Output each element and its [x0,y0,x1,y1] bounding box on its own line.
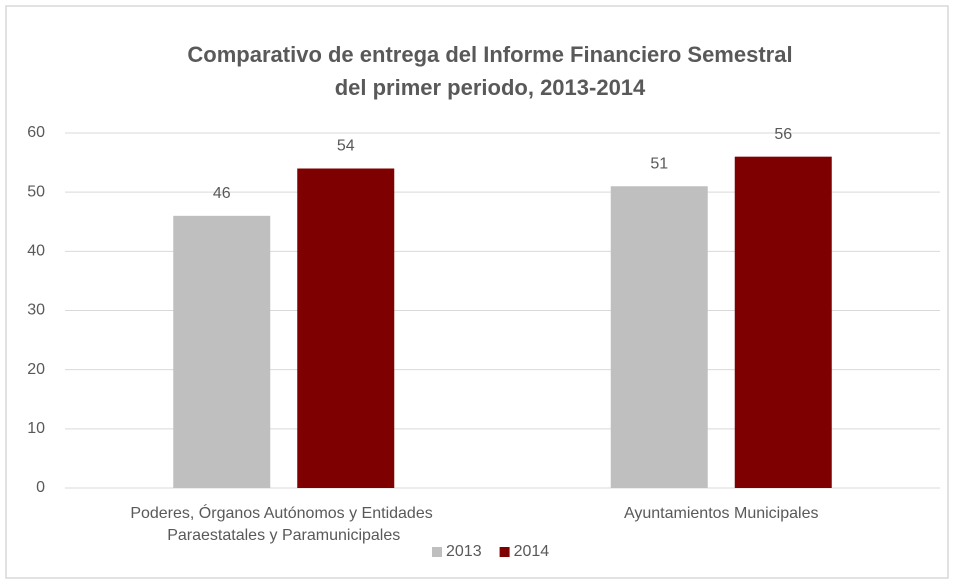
data-label: 54 [337,138,355,155]
chart-title: del primer periodo, 2013-2014 [335,75,646,100]
data-label: 56 [774,126,792,143]
y-tick-label: 10 [27,420,45,437]
y-tick-label: 0 [36,479,45,496]
y-tick-label: 40 [27,243,45,260]
y-tick-label: 30 [27,302,45,319]
bar [173,215,271,489]
y-tick-label: 20 [27,361,45,378]
y-tick-label: 50 [27,183,45,200]
bar [734,156,832,488]
legend-swatch [499,547,510,557]
data-label: 51 [650,155,668,172]
chart-title: Comparativo de entrega del Informe Finan… [187,42,792,67]
data-label: 46 [213,185,231,202]
bar [297,168,395,488]
legend-label: 2013 [446,543,482,560]
x-tick-label: Ayuntamientos Municipales [624,505,818,522]
x-tick-label: Poderes, Órganos Autónomos y Entidades P… [130,503,437,544]
legend-swatch [432,547,442,557]
y-tick-label: 60 [27,124,45,141]
legend-label: 2014 [514,543,550,560]
bar [610,186,708,488]
